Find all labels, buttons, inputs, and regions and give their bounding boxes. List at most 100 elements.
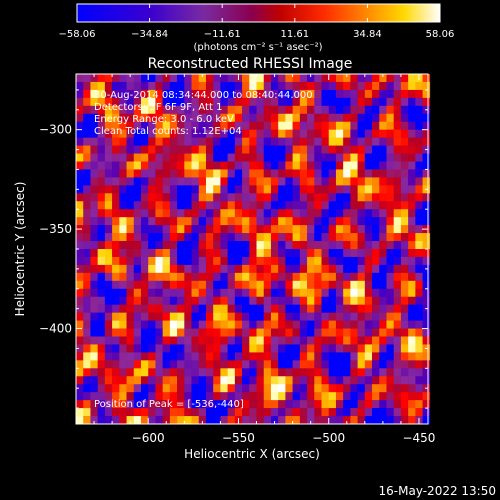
heatmap-cell — [408, 328, 416, 337]
heatmap-cell — [249, 312, 257, 321]
heatmap-cell — [162, 105, 171, 115]
heatmap-cell — [292, 105, 301, 115]
heatmap-cell — [256, 169, 265, 178]
heatmap-cell — [227, 280, 236, 290]
heatmap-cell — [227, 320, 236, 329]
heatmap-cell — [299, 249, 308, 258]
heatmap-cell — [372, 280, 380, 290]
heatmap-cell — [140, 105, 149, 115]
heatmap-cell — [97, 81, 106, 91]
heatmap-cell — [191, 336, 200, 345]
heatmap-cell — [184, 81, 192, 91]
heatmap-cell — [213, 241, 221, 250]
heatmap-cell — [263, 312, 272, 321]
heatmap-cell — [140, 161, 149, 170]
heatmap-cell — [140, 113, 149, 123]
heatmap-cell — [335, 209, 344, 218]
heatmap-cell — [242, 201, 250, 210]
heatmap-cell — [97, 264, 106, 274]
heatmap-cell — [357, 264, 366, 274]
heatmap: −600 −550 −500 −450−300−350−400 — [39, 73, 435, 445]
heatmap-cell — [372, 89, 380, 99]
heatmap-cell — [234, 336, 243, 345]
heatmap-cell — [191, 177, 200, 186]
heatmap-cell — [112, 153, 120, 162]
heatmap-cell — [263, 161, 272, 170]
heatmap-cell — [321, 360, 330, 369]
heatmap-cell — [400, 280, 409, 290]
heatmap-cell — [285, 312, 293, 321]
heatmap-cell — [177, 225, 185, 234]
heatmap-cell — [242, 241, 250, 250]
heatmap-cell — [292, 416, 301, 425]
heatmap-cell — [299, 169, 308, 178]
heatmap-cell — [97, 89, 106, 99]
heatmap-cell — [343, 217, 351, 226]
heatmap-cell — [90, 376, 98, 385]
heatmap-cell — [191, 89, 200, 99]
heatmap-cell — [328, 264, 337, 274]
heatmap-cell — [177, 272, 185, 282]
heatmap-cell — [343, 280, 351, 290]
heatmap-cell — [220, 233, 228, 242]
heatmap-cell — [328, 256, 337, 266]
heatmap-cell — [133, 193, 142, 202]
heatmap-cell — [169, 392, 178, 401]
heatmap-cell — [133, 280, 142, 290]
colorbar-ticks: −58.06 −34.84 −11.61 11.61 34.84 58.06 — [58, 4, 454, 40]
heatmap-cell — [169, 137, 178, 146]
heatmap-cell — [299, 312, 308, 321]
heatmap-cell — [256, 408, 265, 417]
heatmap-cell — [292, 408, 301, 417]
heatmap-cell — [314, 129, 322, 138]
heatmap-cell — [364, 81, 373, 91]
heatmap-cell — [386, 344, 394, 353]
heatmap-cell — [198, 217, 207, 226]
heatmap-cell — [119, 193, 127, 202]
heatmap-cell — [393, 328, 402, 337]
heatmap-cell — [350, 105, 358, 115]
heatmap-cell — [169, 344, 178, 353]
heatmap-cell — [155, 137, 163, 146]
heatmap-cell — [328, 360, 337, 369]
heatmap-cell — [357, 304, 366, 313]
colorbar-tick-label: −34.84 — [131, 29, 168, 40]
heatmap-cell — [364, 193, 373, 202]
heatmap-cell — [112, 185, 120, 194]
heatmap-cell — [379, 217, 387, 226]
heatmap-cell — [314, 384, 322, 393]
heatmap-cell — [90, 272, 98, 282]
heatmap-cell — [148, 137, 156, 146]
heatmap-cell — [220, 264, 228, 274]
heatmap-cell — [350, 233, 358, 242]
heatmap-cell — [422, 129, 431, 138]
heatmap-cell — [97, 169, 106, 178]
heatmap-cell — [97, 137, 106, 146]
heatmap-cell — [220, 416, 228, 425]
heatmap-cell — [177, 408, 185, 417]
heatmap-cell — [400, 233, 409, 242]
heatmap-cell — [191, 352, 200, 361]
heatmap-cell — [155, 81, 163, 91]
heatmap-cell — [126, 97, 135, 107]
heatmap-cell — [278, 89, 286, 99]
heatmap-cell — [393, 97, 402, 107]
heatmap-cell — [220, 288, 228, 298]
heatmap-cell — [278, 400, 286, 409]
heatmap-cell — [321, 217, 330, 226]
heatmap-cell — [335, 137, 344, 146]
heatmap-cell — [379, 264, 387, 274]
heatmap-cell — [227, 376, 236, 385]
heatmap-cell — [198, 105, 207, 115]
heatmap-cell — [307, 312, 315, 321]
heatmap-cell — [169, 320, 178, 329]
heatmap-cell — [133, 89, 142, 99]
heatmap-cell — [213, 161, 221, 170]
heatmap-cell — [314, 304, 322, 313]
heatmap-cell — [112, 296, 120, 305]
heatmap-cell — [335, 81, 344, 91]
heatmap-cell — [234, 209, 243, 218]
heatmap-cell — [148, 256, 156, 266]
heatmap-cell — [263, 105, 272, 115]
heatmap-cell — [307, 113, 315, 123]
